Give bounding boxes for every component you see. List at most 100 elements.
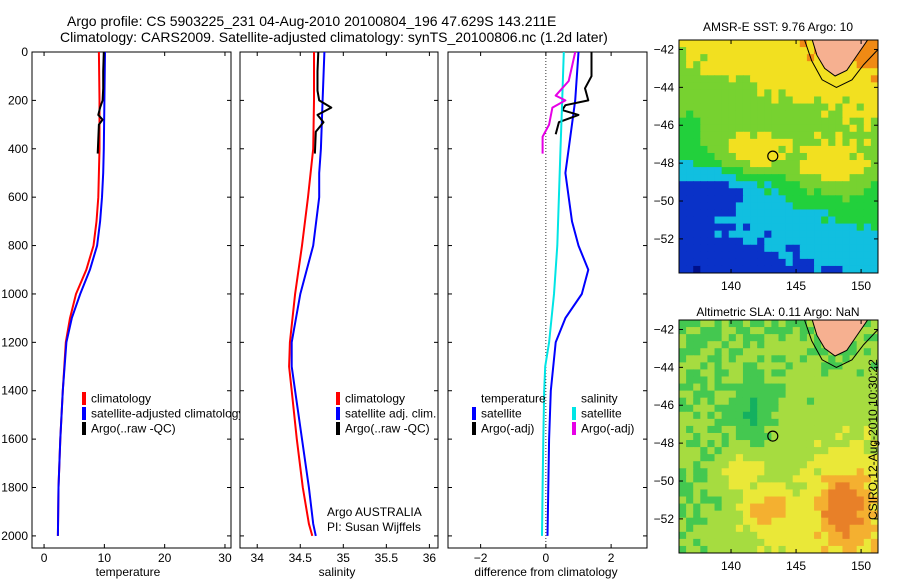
field-cell bbox=[721, 383, 730, 392]
field-cell bbox=[792, 96, 801, 105]
field-cell bbox=[735, 152, 744, 161]
field-cell bbox=[828, 376, 836, 385]
field-cell bbox=[721, 418, 730, 427]
field-cell bbox=[842, 355, 851, 363]
field-cell bbox=[686, 244, 694, 253]
field-cell bbox=[863, 251, 872, 260]
field-cell bbox=[728, 223, 737, 232]
field-cell bbox=[764, 160, 772, 168]
field-cell bbox=[728, 320, 737, 328]
x-tick-label: 0 bbox=[41, 551, 48, 565]
field-cell bbox=[821, 124, 829, 133]
field-cell bbox=[821, 216, 829, 225]
field-cell bbox=[778, 244, 787, 253]
temperature-legend: climatology satellite-adjusted climatolo… bbox=[82, 392, 244, 436]
field-cell bbox=[835, 103, 844, 112]
field-cell bbox=[735, 96, 744, 105]
field-cell bbox=[842, 369, 851, 378]
field-cell bbox=[863, 468, 872, 476]
field-cell bbox=[870, 209, 878, 218]
field-cell bbox=[757, 145, 765, 154]
field-cell bbox=[700, 425, 709, 434]
field-cell bbox=[757, 432, 765, 441]
field-cell bbox=[750, 390, 758, 399]
field-cell bbox=[714, 145, 723, 154]
field-cell bbox=[735, 47, 744, 55]
field-cell bbox=[721, 82, 730, 91]
field-cell bbox=[821, 174, 829, 182]
field-cell bbox=[679, 96, 687, 105]
field-cell bbox=[835, 181, 844, 189]
field-cell bbox=[700, 404, 709, 413]
field-cell bbox=[686, 334, 694, 342]
field-cell bbox=[728, 124, 737, 133]
field-cell bbox=[750, 258, 758, 267]
field-cell bbox=[742, 167, 751, 175]
field-cell bbox=[750, 160, 758, 168]
field-cell bbox=[714, 362, 723, 371]
field-cell bbox=[842, 496, 851, 505]
field-cell bbox=[686, 489, 694, 498]
field-cell bbox=[750, 230, 758, 239]
field-cell bbox=[764, 341, 772, 349]
field-cell bbox=[700, 117, 709, 126]
field-cell bbox=[849, 124, 858, 133]
field-cell bbox=[842, 383, 851, 392]
field-cell bbox=[806, 103, 815, 112]
field-cell bbox=[771, 482, 780, 491]
field-cell bbox=[828, 174, 836, 182]
field-cell bbox=[814, 454, 822, 462]
field-cell bbox=[707, 145, 716, 154]
field-cell bbox=[750, 418, 758, 427]
field-cell bbox=[778, 383, 787, 392]
field-cell bbox=[693, 131, 701, 140]
field-cell bbox=[700, 167, 709, 175]
field-cell bbox=[814, 496, 822, 505]
field-cell bbox=[870, 327, 878, 335]
field-cell bbox=[835, 404, 844, 413]
field-cell bbox=[700, 265, 709, 273]
sst-field bbox=[679, 40, 878, 273]
field-cell bbox=[814, 517, 822, 526]
field-cell bbox=[792, 482, 801, 491]
field-cell bbox=[849, 496, 858, 505]
field-cell bbox=[679, 145, 687, 154]
field-cell bbox=[757, 40, 765, 48]
field-cell bbox=[863, 202, 872, 211]
field-cell bbox=[742, 538, 751, 547]
field-cell bbox=[821, 117, 829, 126]
field-cell bbox=[728, 209, 737, 218]
field-cell bbox=[679, 188, 687, 196]
field-cell bbox=[863, 418, 872, 427]
field-cell bbox=[849, 369, 858, 378]
field-cell bbox=[679, 369, 687, 378]
field-cell bbox=[686, 131, 694, 140]
sst-map-ticks: 140 145 150−42−44−46−48−50−52 bbox=[654, 40, 878, 293]
field-cell bbox=[785, 355, 794, 363]
field-cell bbox=[828, 131, 836, 140]
field-cell bbox=[693, 47, 701, 55]
field-cell bbox=[828, 432, 836, 441]
field-cell bbox=[842, 545, 851, 553]
field-cell bbox=[728, 369, 737, 378]
field-cell bbox=[849, 489, 858, 498]
field-cell bbox=[856, 145, 865, 154]
field-cell bbox=[799, 496, 808, 505]
field-cell bbox=[679, 195, 687, 203]
field-cell bbox=[806, 209, 815, 218]
field-cell bbox=[856, 124, 865, 133]
field-cell bbox=[792, 75, 801, 83]
field-cell bbox=[750, 411, 758, 420]
field-cell bbox=[757, 75, 765, 83]
field-cell bbox=[863, 152, 872, 161]
field-cell bbox=[764, 195, 772, 203]
field-cell bbox=[750, 117, 758, 126]
field-cell bbox=[828, 362, 836, 371]
field-cell bbox=[764, 75, 772, 83]
field-cell bbox=[828, 251, 836, 260]
field-cell bbox=[693, 327, 701, 335]
field-cell bbox=[842, 75, 851, 83]
field-cell bbox=[806, 510, 815, 519]
field-cell bbox=[750, 447, 758, 455]
